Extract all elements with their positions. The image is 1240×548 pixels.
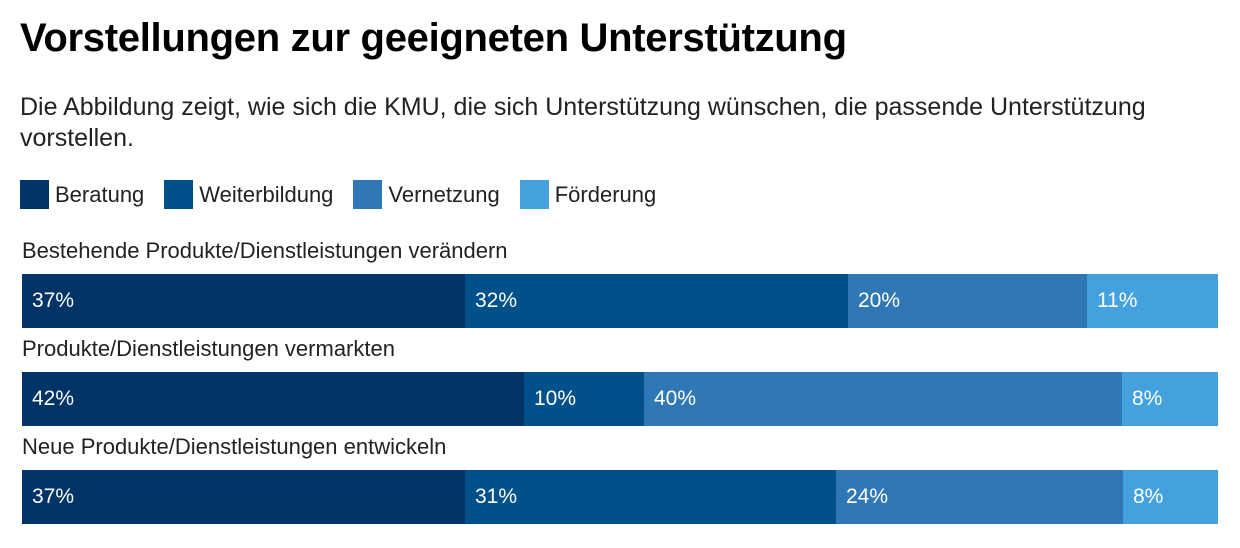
data-label: 8% <box>1132 387 1163 410</box>
legend-label: Beratung <box>55 181 145 207</box>
stacked-bar: 42% 10% 40% 8% <box>22 372 1218 426</box>
bar-segment-vernetzung: 40% <box>644 372 1122 426</box>
data-label: 31% <box>475 485 518 508</box>
legend-label: Weiterbildung <box>199 181 334 207</box>
data-label: 42% <box>32 387 75 410</box>
data-label: 20% <box>858 289 901 312</box>
data-label: 24% <box>846 485 889 508</box>
data-label: 37% <box>32 289 75 312</box>
bar-segment-vernetzung: 24% <box>836 470 1123 524</box>
legend-item: Weiterbildung <box>164 180 333 209</box>
bar-row: Produkte/Dienstleistungen vermarkten 42% 1… <box>22 328 1218 426</box>
bar-segment-förderung: 8% <box>1122 372 1218 426</box>
category-label: Produkte/Dienstleistungen vermarkten <box>22 336 395 361</box>
legend-item: Beratung <box>20 180 144 209</box>
legend-swatch <box>164 180 194 209</box>
bar-segment-vernetzung: 20% <box>848 274 1087 328</box>
legend-label: Vernetzung <box>388 181 500 207</box>
legend: Beratung Weiterbildung Vernetzung Förderung <box>20 180 676 209</box>
bar-segment-weiterbildung: 31% <box>465 470 836 524</box>
data-label: 37% <box>32 485 75 508</box>
legend-item: Förderung <box>519 180 657 209</box>
data-label: 32% <box>475 289 518 312</box>
bar-segment-förderung: 11% <box>1087 274 1218 328</box>
bar-segment-beratung: 42% <box>22 372 524 426</box>
stacked-bar: 37% 31% 24% 8% <box>22 470 1218 524</box>
legend-swatch <box>519 180 549 209</box>
legend-label: Förderung <box>554 181 657 207</box>
category-label: Bestehende Produkte/Dienstleistungen ver… <box>22 238 508 263</box>
legend-swatch <box>353 180 383 209</box>
chart-subtitle: Die Abbildung zeigt, wie sich die KMU, d… <box>20 93 1146 152</box>
stacked-bar-chart: Bestehende Produkte/Dienstleistungen ver… <box>22 230 1218 524</box>
bar-segment-beratung: 37% <box>22 274 465 328</box>
bar-segment-weiterbildung: 32% <box>465 274 848 328</box>
category-label: Neue Produkte/Dienstleistungen entwickel… <box>22 434 447 459</box>
bar-row: Neue Produkte/Dienstleistungen entwickel… <box>22 426 1218 524</box>
data-label: 8% <box>1133 485 1164 508</box>
data-label: 10% <box>534 387 577 410</box>
bar-segment-weiterbildung: 10% <box>524 372 644 426</box>
data-label: 11% <box>1097 289 1138 312</box>
bar-segment-förderung: 8% <box>1123 470 1218 524</box>
bar-segment-beratung: 37% <box>22 470 465 524</box>
legend-item: Vernetzung <box>353 180 500 209</box>
data-label: 40% <box>654 387 697 410</box>
chart-title: Vorstellungen zur geeigneten Unterstützu… <box>20 16 847 60</box>
legend-swatch <box>20 180 49 209</box>
bar-row: Bestehende Produkte/Dienstleistungen ver… <box>22 230 1218 328</box>
stacked-bar: 37% 32% 20% 11% <box>22 274 1218 328</box>
